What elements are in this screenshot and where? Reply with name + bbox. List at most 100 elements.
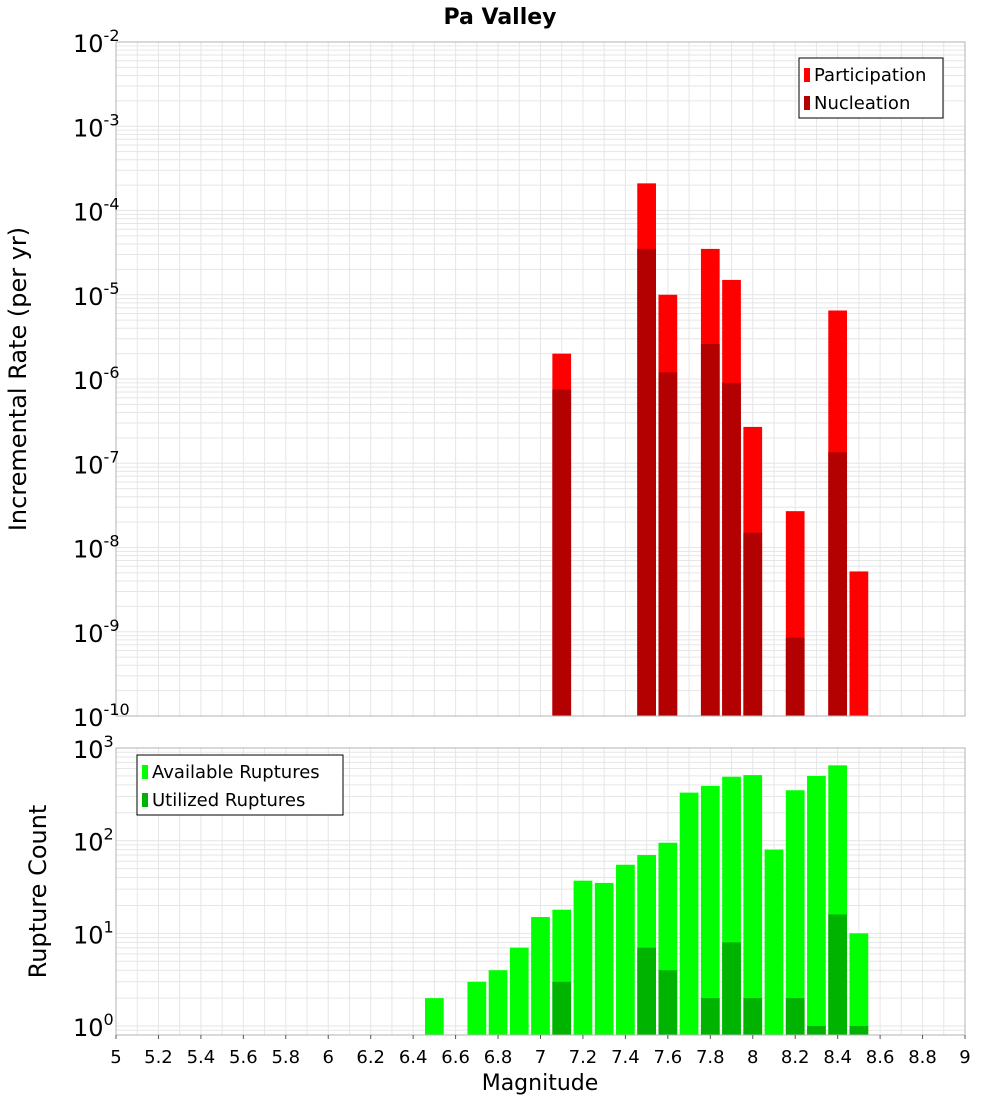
y-tick-exponent: 1 bbox=[104, 917, 114, 936]
x-tick-label: 8 bbox=[747, 1047, 758, 1068]
bar-available-ruptures bbox=[573, 880, 593, 1035]
y-tick-exponent: 0 bbox=[104, 1010, 114, 1029]
y-tick-label: 10-7 bbox=[73, 447, 120, 479]
bar-available-ruptures bbox=[531, 917, 550, 1035]
bar-available-ruptures bbox=[785, 790, 805, 1035]
x-tick-label: 8.6 bbox=[866, 1047, 895, 1068]
bar-utilized-ruptures bbox=[552, 981, 572, 1035]
bar-available-ruptures bbox=[700, 785, 720, 1035]
x-tick-label: 6.6 bbox=[441, 1047, 470, 1068]
x-tick-label: 8.2 bbox=[781, 1047, 810, 1068]
legend: Available Ruptures Utilized Ruptures bbox=[136, 754, 344, 816]
bar-utilized-ruptures bbox=[700, 998, 720, 1035]
y-tick-base: 10 bbox=[73, 30, 104, 58]
x-tick-label: 5 bbox=[110, 1047, 121, 1068]
bar-available-ruptures bbox=[764, 849, 784, 1035]
legend-label: Participation bbox=[814, 65, 926, 86]
y-tick-exponent: -9 bbox=[104, 616, 120, 635]
bar-utilized-ruptures bbox=[785, 998, 805, 1035]
bar-available-ruptures bbox=[488, 970, 508, 1035]
y-axis-label: Rupture Count bbox=[24, 805, 52, 979]
bar-nucleation bbox=[743, 532, 763, 716]
y-tick-base: 10 bbox=[73, 536, 104, 564]
bar-available-ruptures bbox=[743, 775, 763, 1035]
y-tick-exponent: -4 bbox=[104, 195, 120, 214]
legend: Participation Nucleation bbox=[798, 57, 944, 119]
y-tick-exponent: -6 bbox=[104, 363, 120, 382]
y-tick-base: 10 bbox=[73, 283, 104, 311]
legend-swatch bbox=[804, 68, 810, 82]
x-tick-label: 6 bbox=[323, 1047, 334, 1068]
y-tick-exponent: 2 bbox=[104, 825, 114, 844]
legend-swatch bbox=[142, 793, 148, 807]
x-tick-label: 7.6 bbox=[654, 1047, 683, 1068]
y-tick-base: 10 bbox=[73, 704, 104, 732]
y-tick-base: 10 bbox=[73, 367, 104, 395]
y-tick-exponent: 3 bbox=[104, 732, 114, 751]
bar-utilized-ruptures bbox=[722, 942, 741, 1035]
x-tick-label: 5.6 bbox=[229, 1047, 258, 1068]
bar-nucleation bbox=[700, 344, 720, 716]
x-tick-label: 7 bbox=[535, 1047, 546, 1068]
legend-label: Utilized Ruptures bbox=[152, 790, 305, 811]
y-tick-base: 10 bbox=[73, 1014, 104, 1042]
bar-nucleation bbox=[552, 389, 572, 716]
y-tick-label: 10-8 bbox=[73, 532, 120, 564]
y-tick-base: 10 bbox=[73, 199, 104, 227]
legend-box bbox=[136, 754, 344, 816]
y-tick-exponent: -10 bbox=[104, 700, 130, 719]
bar-available-ruptures bbox=[467, 981, 487, 1035]
y-tick-base: 10 bbox=[73, 451, 104, 479]
y-tick-exponent: -2 bbox=[104, 26, 120, 45]
bar-utilized-ruptures bbox=[637, 947, 656, 1035]
y-tick-label: 100 bbox=[73, 1010, 114, 1042]
y-axis-label: Incremental Rate (per yr) bbox=[4, 227, 32, 531]
bar-utilized-ruptures bbox=[658, 970, 678, 1035]
x-tick-label: 6.8 bbox=[484, 1047, 513, 1068]
y-tick-base: 10 bbox=[73, 736, 104, 764]
bar-utilized-ruptures bbox=[807, 1026, 826, 1035]
y-tick-base: 10 bbox=[73, 921, 104, 949]
plot-frame bbox=[115, 41, 966, 717]
x-tick-label: 5.4 bbox=[187, 1047, 216, 1068]
bar-available-ruptures bbox=[509, 947, 529, 1035]
x-tick-label: 9 bbox=[959, 1047, 970, 1068]
y-tick-label: 10-3 bbox=[73, 110, 120, 142]
bar-available-ruptures bbox=[679, 792, 699, 1035]
legend-label: Nucleation bbox=[814, 93, 910, 114]
bar-utilized-ruptures bbox=[743, 998, 763, 1035]
legend-swatch bbox=[804, 96, 810, 110]
y-tick-label: 10-10 bbox=[73, 700, 130, 732]
legend-box bbox=[798, 57, 944, 119]
y-tick-exponent: -7 bbox=[104, 447, 120, 466]
bar-utilized-ruptures bbox=[849, 1026, 869, 1035]
bar-available-ruptures bbox=[425, 998, 444, 1035]
bar-participation bbox=[849, 571, 869, 716]
y-tick-base: 10 bbox=[73, 620, 104, 648]
bar-utilized-ruptures bbox=[828, 914, 848, 1035]
legend-label: Available Ruptures bbox=[152, 762, 320, 783]
y-tick-base: 10 bbox=[73, 114, 104, 142]
bar-available-ruptures bbox=[807, 775, 826, 1035]
y-tick-exponent: -8 bbox=[104, 532, 120, 551]
bar-available-ruptures bbox=[849, 933, 869, 1035]
rate-panel: 10-1010-910-810-710-610-510-410-310-2Inc… bbox=[4, 5, 966, 732]
y-tick-label: 102 bbox=[73, 825, 114, 857]
y-tick-exponent: -3 bbox=[104, 110, 120, 129]
bar-nucleation bbox=[722, 382, 741, 716]
y-tick-label: 10-2 bbox=[73, 26, 120, 58]
legend-swatch bbox=[142, 765, 148, 779]
bar-nucleation bbox=[658, 372, 678, 716]
bar-nucleation bbox=[828, 452, 848, 716]
y-tick-exponent: -5 bbox=[104, 279, 120, 298]
y-tick-label: 101 bbox=[73, 917, 114, 949]
x-tick-label: 8.8 bbox=[908, 1047, 937, 1068]
chart-title: Pa Valley bbox=[443, 5, 556, 30]
x-tick-label: 5.8 bbox=[271, 1047, 300, 1068]
x-tick-label: 7.8 bbox=[696, 1047, 725, 1068]
y-tick-label: 10-4 bbox=[73, 195, 120, 227]
y-tick-label: 10-6 bbox=[73, 363, 120, 395]
bar-nucleation bbox=[785, 637, 805, 716]
